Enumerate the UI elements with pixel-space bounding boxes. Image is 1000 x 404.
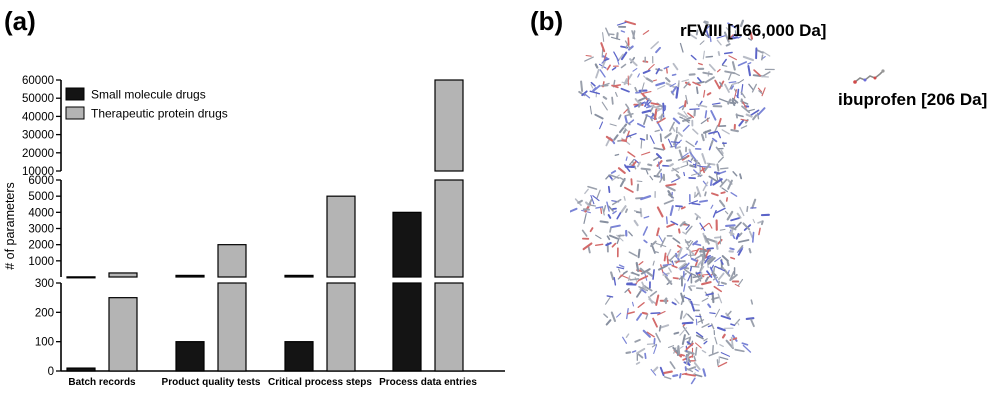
y-tick-label: 0: [48, 366, 54, 378]
y-tick-label: 60000: [22, 75, 54, 87]
bar: [175, 274, 205, 278]
y-tick-label: 100: [35, 337, 54, 349]
x-tick-label: Critical process steps: [268, 377, 372, 388]
y-tick-label: 40000: [22, 111, 54, 123]
bar: [175, 341, 205, 372]
protein-structure-icon: [570, 19, 775, 385]
y-tick-label: 300: [35, 278, 54, 290]
y-tick-label: 5000: [28, 191, 54, 203]
y-tick-label: 50000: [22, 93, 54, 105]
panel-b-label: (b): [530, 6, 564, 36]
bar: [217, 282, 247, 372]
bar: [108, 297, 138, 372]
legend-swatch: [65, 87, 85, 101]
legend-label: Therapeutic protein drugs: [91, 107, 228, 121]
bar: [66, 367, 96, 372]
bar: [217, 244, 247, 278]
legend-label: Small molecule drugs: [91, 88, 206, 102]
bar: [434, 79, 464, 172]
bar: [392, 211, 422, 278]
bar: [434, 179, 464, 278]
panel-a-label: (a): [4, 6, 36, 36]
y-tick-label: 6000: [28, 175, 54, 187]
x-tick-label: Batch records: [68, 377, 136, 388]
y-tick-label: 30000: [22, 130, 54, 142]
bar: [434, 282, 464, 372]
y-tick-label: 1000: [28, 256, 54, 268]
bar: [284, 274, 314, 278]
y-tick-label: 200: [35, 307, 54, 319]
bar: [284, 341, 314, 372]
y-tick-label: 3000: [28, 224, 54, 236]
bar: [108, 272, 138, 278]
y-tick-label: 10000: [22, 166, 54, 178]
legend-swatch: [65, 106, 85, 120]
y-tick-label: 20000: [22, 148, 54, 160]
protein-structure-sticks: [570, 19, 775, 385]
protein-label: rFVIII [166,000 Da]: [680, 21, 827, 40]
y-axis-label: # of parameters: [3, 182, 17, 270]
x-tick-label: Process data entries: [379, 377, 477, 388]
y-tick-label: 4000: [28, 207, 54, 219]
molecule-stick-icon: [853, 69, 885, 84]
x-tick-label: Product quality tests: [162, 377, 261, 388]
small-molecule-label: ibuprofen [206 Da]: [838, 90, 988, 109]
bar: [66, 276, 96, 279]
bar: [392, 282, 422, 372]
y-tick-label: 2000: [28, 240, 54, 252]
bar: [326, 195, 356, 278]
bar: [326, 282, 356, 372]
